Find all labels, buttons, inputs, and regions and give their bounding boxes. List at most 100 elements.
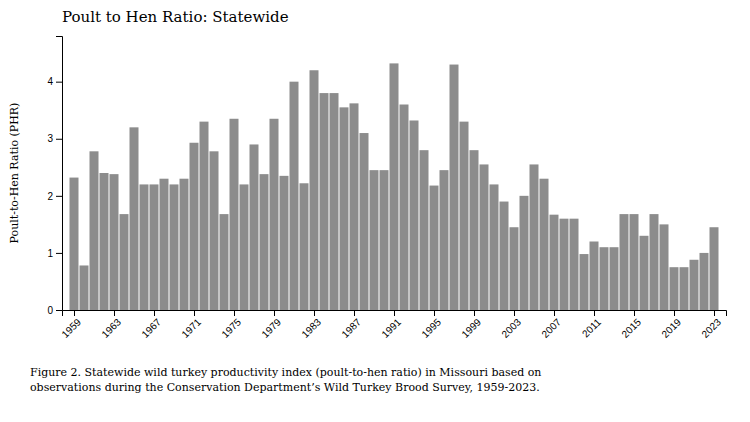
bar: [560, 219, 569, 310]
caption: Figure 2. Statewide wild turkey producti…: [30, 366, 541, 394]
x-tick-label: 1963: [99, 316, 123, 340]
bar: [370, 170, 379, 310]
bar: [330, 93, 339, 310]
bar: [260, 174, 269, 310]
bar: [320, 93, 329, 310]
bar: [160, 179, 169, 310]
plot: 0 1 2 3 4 1959 1963 1967 1971 1975 1979 1983 1987 199…: [47, 37, 726, 340]
bar: [570, 219, 579, 310]
title: Poult to Hen Ratio: Statewide: [62, 8, 289, 26]
bar: [420, 150, 429, 310]
x-tick: 1959: [59, 310, 83, 340]
x-tick-label: 1975: [219, 316, 243, 340]
x-tick-label: 2019: [659, 316, 683, 340]
x-tick: 1963: [99, 310, 123, 340]
bar: [180, 179, 189, 310]
x-tick-label: 2003: [499, 316, 523, 340]
y-tick-label: 4: [47, 76, 53, 87]
bar: [590, 242, 599, 311]
bar: [90, 151, 99, 310]
x-tick-label: 1991: [379, 316, 403, 340]
x-tick: 1975: [219, 310, 243, 340]
bars: [70, 63, 719, 310]
bar: [710, 227, 719, 310]
y-tick: 0: [47, 305, 62, 316]
bar: [270, 119, 279, 310]
x-tick: 2015: [619, 310, 643, 340]
bar: [450, 65, 459, 310]
bar: [460, 122, 469, 310]
x-tick-mark: [554, 310, 555, 316]
x-tick-mark: [394, 310, 395, 316]
bar: [400, 105, 409, 311]
bar: [470, 150, 479, 310]
bar: [290, 82, 299, 310]
x-tick-mark: [234, 310, 235, 316]
bar: [390, 63, 399, 310]
bar: [310, 70, 319, 310]
x-axis: 1959 1963 1967 1971 1975 1979 1983 1987 1991 1995…: [59, 310, 726, 340]
x-tick-mark: [714, 310, 715, 316]
x-tick-label: 1959: [59, 316, 83, 340]
x-tick: 1983: [299, 310, 323, 340]
bar: [550, 215, 559, 310]
x-tick-label: 1967: [139, 316, 163, 340]
bar: [140, 184, 149, 310]
y-tick-label: 1: [47, 248, 53, 259]
bar: [670, 267, 679, 310]
x-tick-label: 1987: [339, 316, 363, 340]
bar: [480, 164, 489, 310]
bar: [690, 260, 699, 310]
bar: [70, 178, 79, 310]
x-tick: 2019: [659, 310, 683, 340]
y-tick: 2: [47, 191, 62, 202]
x-tick: 1987: [339, 310, 363, 340]
bar: [80, 265, 89, 310]
x-tick: 1999: [459, 310, 483, 340]
x-tick-label: 2011: [580, 316, 603, 339]
bar: [120, 214, 129, 310]
x-tick-label: 1979: [259, 316, 283, 340]
bar: [220, 214, 229, 310]
x-tick-label: 1999: [459, 316, 483, 340]
y-tick-mark: [56, 310, 62, 311]
bar: [200, 122, 209, 310]
x-tick: 1971: [179, 310, 203, 340]
chart: 0 1 2 3 4 1959 1963 1967 1971 1975 1979 1983 1987 199…: [0, 0, 750, 422]
x-tick-mark: [354, 310, 355, 316]
y-tick-label: 3: [47, 133, 53, 144]
x-tick-mark: [674, 310, 675, 316]
bar: [630, 214, 639, 310]
y-axis-label: Poult-to-Hen Ratio (PHR): [8, 103, 21, 244]
x-tick-label: 2023: [699, 316, 723, 340]
x-tick: 1995: [419, 310, 443, 340]
bar: [210, 151, 219, 310]
bar: [700, 253, 709, 310]
bar: [360, 133, 369, 310]
bar: [170, 184, 179, 310]
x-tick-mark: [514, 310, 515, 316]
bar: [350, 103, 359, 310]
x-tick: 2023: [699, 310, 723, 340]
bar: [340, 107, 349, 310]
y-tick: 4: [47, 76, 62, 87]
bar: [500, 202, 509, 310]
bar: [100, 173, 109, 310]
bar: [640, 236, 649, 310]
bar: [610, 247, 619, 310]
bar: [510, 227, 519, 310]
x-tick-mark: [594, 310, 595, 316]
bar: [190, 143, 199, 310]
y-tick-mark: [56, 139, 62, 140]
y-tick: 3: [47, 133, 62, 144]
y-tick-mark: [56, 253, 62, 254]
bar: [440, 170, 449, 310]
x-tick-mark: [74, 310, 75, 316]
x-tick-mark: [634, 310, 635, 316]
bar: [430, 186, 439, 310]
bar: [580, 254, 589, 310]
bar: [410, 120, 419, 310]
x-tick-mark: [194, 310, 195, 316]
x-tick-mark: [274, 310, 275, 316]
x-tick-label: 2007: [539, 316, 563, 340]
